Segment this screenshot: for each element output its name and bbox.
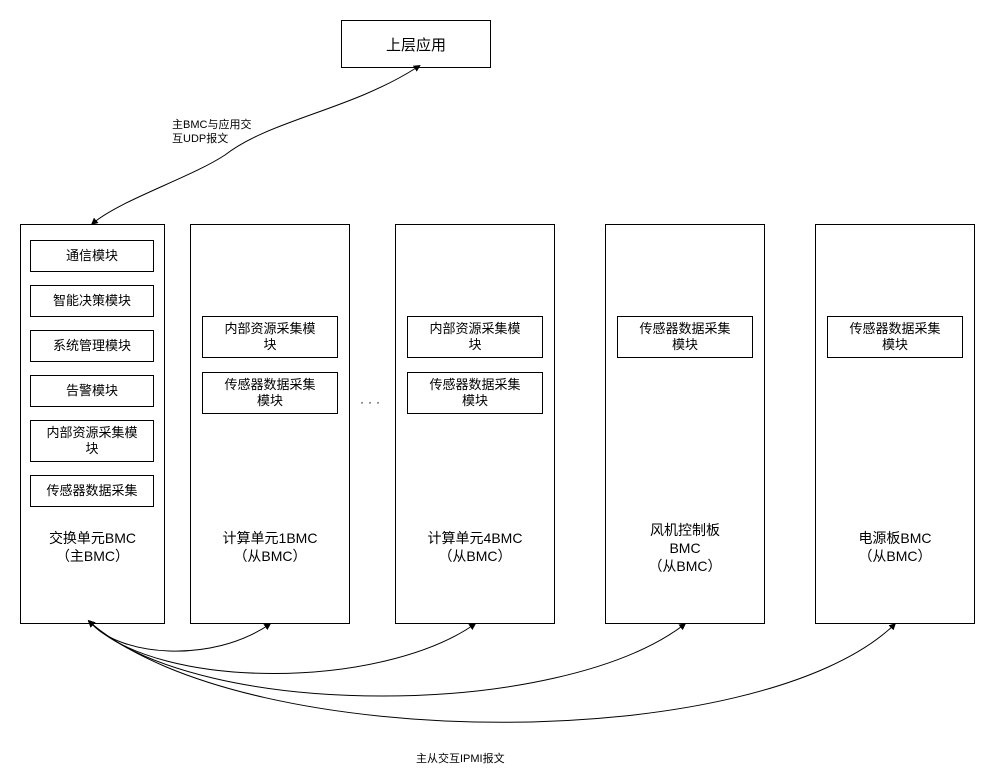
- switch-unit-module-5: 传感器数据采集: [30, 475, 154, 507]
- ipmi-connector-3: [92, 624, 895, 722]
- compute-unit-1: 计算单元1BMC（从BMC）: [190, 224, 350, 624]
- ipmi-connector-1: [92, 624, 475, 674]
- switch-unit-module-3: 告警模块: [30, 375, 154, 407]
- ipmi-annotation: 主从交互IPMI报文: [416, 752, 505, 766]
- top-app-box: 上层应用: [341, 20, 491, 68]
- switch-unit-module-4: 内部资源采集模块: [30, 420, 154, 462]
- ipmi-connector-2: [92, 624, 685, 696]
- ellipsis: ···: [360, 395, 384, 409]
- compute-unit-1-module-1: 传感器数据采集模块: [202, 372, 338, 414]
- compute-unit-4-module-1: 传感器数据采集模块: [407, 372, 543, 414]
- compute-unit-1-label: 计算单元1BMC（从BMC）: [191, 529, 349, 565]
- ipmi-connector-0: [92, 624, 270, 651]
- switch-unit-module-0: 通信模块: [30, 240, 154, 272]
- udp-connector: [92, 68, 416, 224]
- switch-unit-module-1: 智能决策模块: [30, 285, 154, 317]
- power-unit-module-0: 传感器数据采集模块: [827, 316, 963, 358]
- bmc-architecture-diagram: 上层应用 主BMC与应用交互UDP报文 主从交互IPMI报文 ··· 交换单元B…: [0, 0, 1000, 777]
- top-app-label: 上层应用: [386, 34, 446, 55]
- power-unit: 电源板BMC（从BMC）: [815, 224, 975, 624]
- compute-unit-4-label: 计算单元4BMC（从BMC）: [396, 529, 554, 565]
- fan-unit-module-0: 传感器数据采集模块: [617, 316, 753, 358]
- power-unit-label: 电源板BMC（从BMC）: [816, 529, 974, 565]
- compute-unit-4-module-0: 内部资源采集模块: [407, 316, 543, 358]
- fan-unit-label: 风机控制板BMC（从BMC）: [606, 521, 764, 576]
- compute-unit-4: 计算单元4BMC（从BMC）: [395, 224, 555, 624]
- fan-unit: 风机控制板BMC（从BMC）: [605, 224, 765, 624]
- udp-annotation: 主BMC与应用交互UDP报文: [172, 118, 251, 147]
- switch-unit-module-2: 系统管理模块: [30, 330, 154, 362]
- switch-unit-label: 交换单元BMC（主BMC）: [21, 529, 164, 565]
- compute-unit-1-module-0: 内部资源采集模块: [202, 316, 338, 358]
